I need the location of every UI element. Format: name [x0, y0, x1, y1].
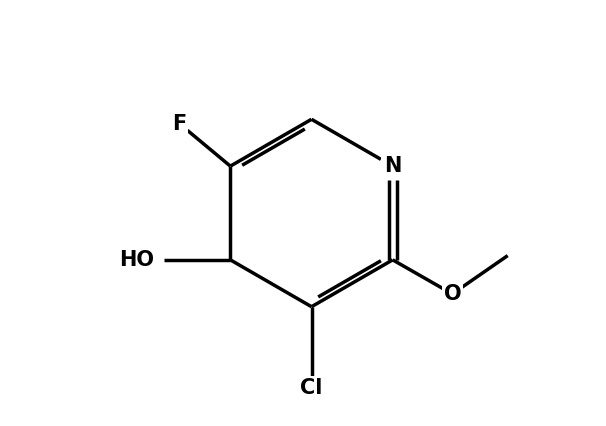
Text: Cl: Cl: [301, 378, 323, 397]
Text: HO: HO: [119, 250, 154, 270]
Text: F: F: [172, 114, 187, 133]
Text: O: O: [444, 284, 461, 304]
Text: N: N: [384, 156, 401, 176]
